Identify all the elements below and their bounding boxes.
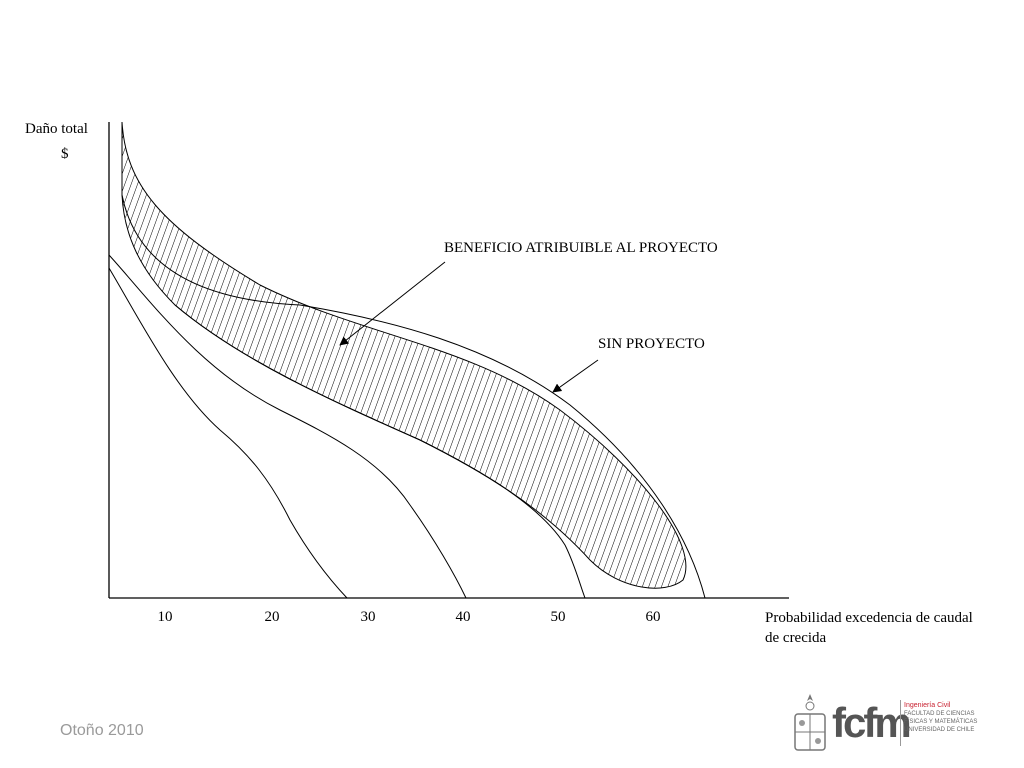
x-tick-60: 60 [645, 609, 661, 625]
fcfm-logo: fcfm Ingeniería Civil FACULTAD DE CIENCI… [790, 692, 980, 754]
x-tick-40: 40 [455, 609, 471, 625]
logo-faculty-line1: FACULTAD DE CIENCIAS [904, 711, 975, 717]
benefit-arrow [339, 261, 446, 346]
x-tick-10: 10 [157, 609, 173, 625]
curve-without-project [121, 194, 706, 599]
x-axis-label: Probabilidad excedencia de caudal [765, 610, 973, 626]
logo-divider [900, 700, 901, 746]
x-tick-20: 20 [264, 609, 280, 625]
logo-wordmark: fcfm [832, 699, 912, 746]
curve-project-50 [174, 304, 586, 599]
without-project-annotation: SIN PROYECTO [598, 336, 705, 352]
logo-department: Ingeniería Civil [904, 702, 951, 709]
x-axis-label-line2: de crecida [765, 630, 827, 646]
curve-project-40 [108, 254, 467, 599]
logo-faculty-line2: FÍSICAS Y MATEMÁTICAS [904, 719, 978, 725]
benefit-region [121, 121, 687, 589]
footer-season: Otoño 2010 [60, 722, 144, 739]
without-project-arrow [552, 359, 599, 393]
university-seal-icon [794, 694, 826, 751]
curve-project-28 [108, 267, 348, 599]
x-tick-50: 50 [550, 609, 566, 625]
x-tick-30: 30 [360, 609, 376, 625]
benefit-annotation: BENEFICIO ATRIBUIBLE AL PROYECTO [444, 240, 718, 256]
logo-university: UNIVERSIDAD DE CHILE [904, 727, 975, 733]
y-axis-label: Daño total [25, 121, 88, 137]
y-axis-unit: $ [61, 146, 69, 162]
